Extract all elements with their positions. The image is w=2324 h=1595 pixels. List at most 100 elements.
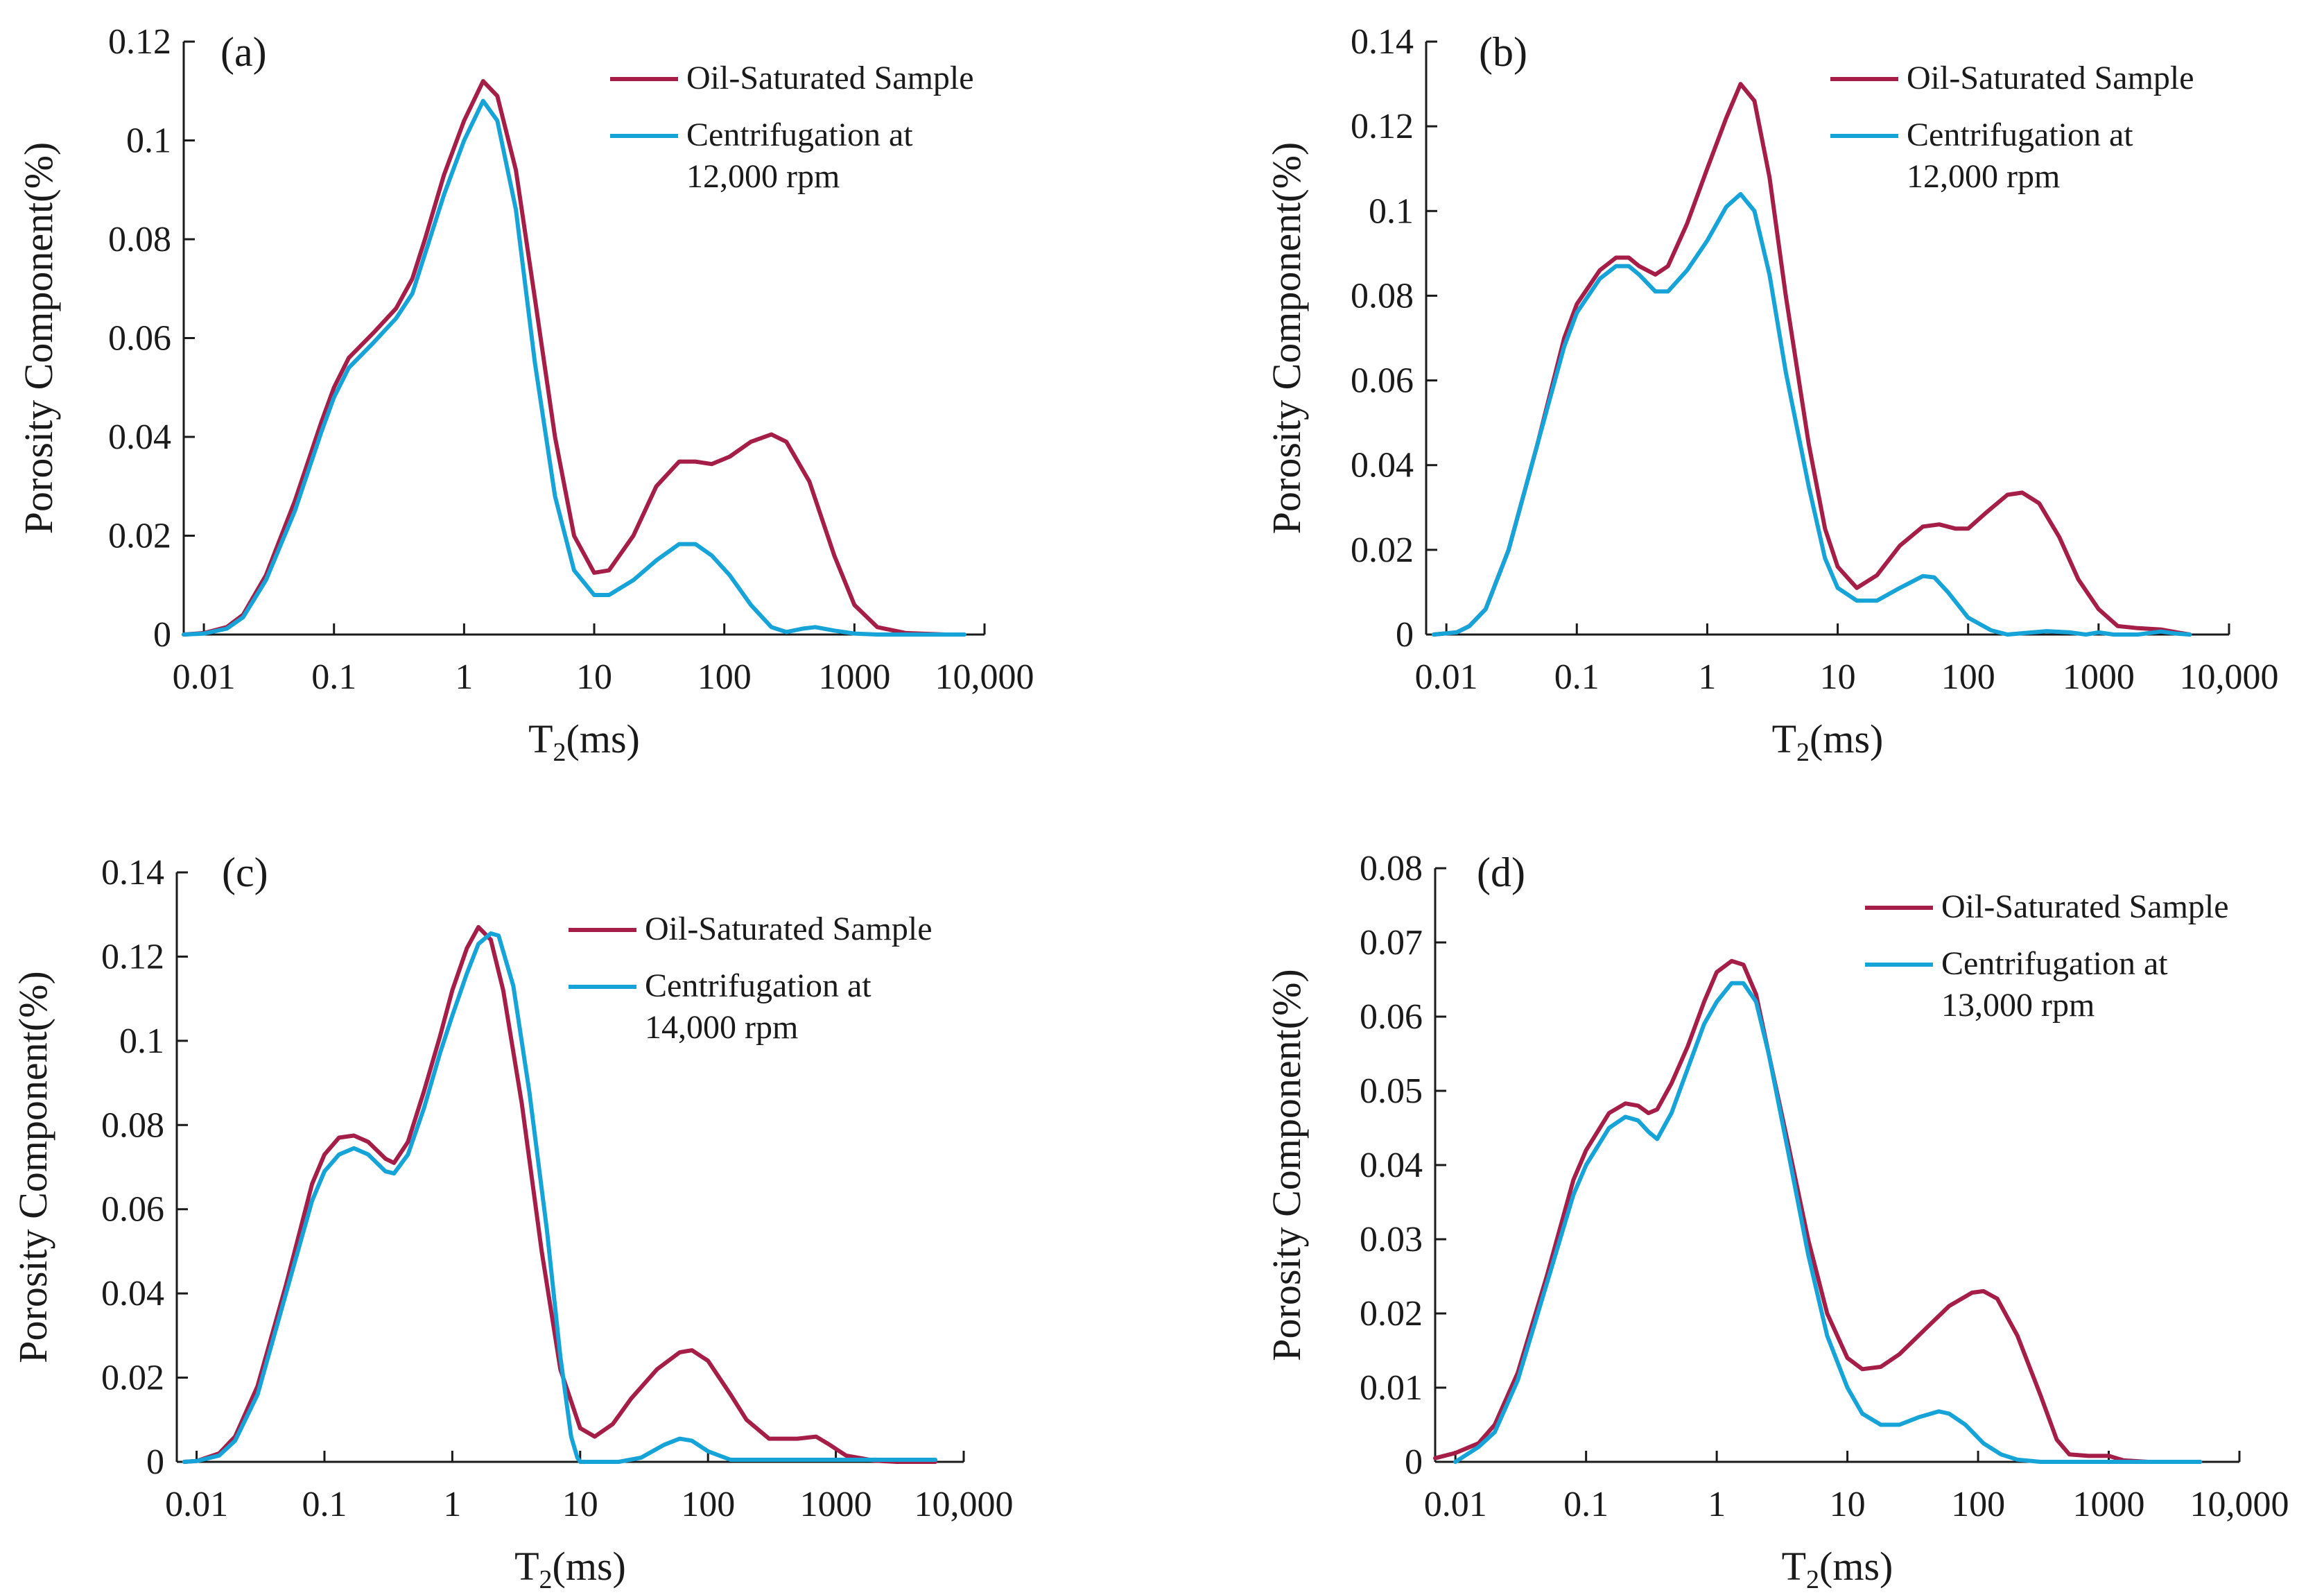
x-axis-label: T2(ms) [1782, 1544, 1893, 1594]
x-axis-label-subscript: 2 [1806, 1565, 1819, 1594]
y-tick-label: 0.08 [1360, 849, 1423, 888]
y-tick-label: 0.02 [101, 1359, 164, 1398]
y-tick-label: 0.06 [108, 319, 171, 359]
chart-panel-a: 0.01 0.1 1 10 100 1000 10,000 0 0.02 0.04 0.06 0.08… [16, 22, 1034, 767]
y-tick-label: 0.01 [1360, 1368, 1423, 1408]
legend-label: 12,000 rpm [686, 158, 840, 195]
y-tick-label: 0.1 [1369, 191, 1414, 231]
y-tick-label: 0 [1396, 615, 1414, 655]
y-tick-label: 0.06 [1351, 361, 1414, 401]
x-axis-label-main: T [1772, 716, 1796, 761]
x-tick-label: 1000 [2063, 657, 2135, 697]
x-tick-label: 1 [443, 1485, 461, 1524]
legend: Oil-Saturated Sample Centrifugation at 14,… [569, 911, 933, 1046]
y-axis-label: Porosity Component(%) [1264, 142, 1309, 534]
x-axis-label-subscript: 2 [1796, 738, 1810, 767]
legend-label: Centrifugation at [1941, 945, 2168, 982]
legend-label: 13,000 rpm [1941, 987, 2095, 1024]
y-tick-label: 0.02 [108, 517, 171, 556]
panel-label: (b) [1479, 29, 1527, 75]
y-tick-label: 0.1 [126, 121, 171, 161]
legend-label: Centrifugation at [686, 117, 913, 153]
chart-panel-b: 0.01 0.1 1 10 100 1000 10,000 0 0.02 0.04 0.06 0.08… [1264, 22, 2279, 767]
series-line-oil-saturated [184, 927, 935, 1462]
x-axis-label-units: (ms) [553, 1544, 626, 1589]
x-tick-label: 100 [1941, 657, 1995, 697]
y-tick-label: 0.02 [1351, 531, 1414, 570]
x-tick-label: 1 [1708, 1485, 1726, 1524]
x-tick-label: 0.1 [302, 1485, 347, 1524]
x-axis-label-main: T [1782, 1544, 1806, 1589]
x-tick-label: 100 [697, 657, 752, 697]
y-tick-label: 0.03 [1360, 1220, 1423, 1259]
y-tick-label: 0.08 [101, 1105, 164, 1145]
y-tick-label: 0.06 [101, 1190, 164, 1230]
y-tick-label: 0.1 [119, 1021, 164, 1061]
x-tick-label: 1 [1698, 657, 1716, 697]
panel-label: (c) [222, 850, 268, 895]
x-tick-label: 10,000 [935, 657, 1034, 697]
legend-label: Centrifugation at [645, 967, 872, 1004]
x-axis-label-subscript: 2 [539, 1565, 553, 1594]
y-tick-label: 0.07 [1360, 923, 1423, 963]
y-tick-label: 0.12 [108, 22, 171, 62]
x-tick-label: 100 [1951, 1485, 2005, 1524]
x-axis-label: T2(ms) [514, 1544, 626, 1594]
x-tick-label: 0.01 [1415, 657, 1478, 697]
y-tick-label: 0.04 [1351, 446, 1414, 485]
x-tick-label: 10,000 [2180, 657, 2279, 697]
chart-panel-c: 0.01 0.1 1 10 100 1000 10,000 0 0.02 0.04 0.06 0.08… [10, 850, 1014, 1594]
legend-label: Centrifugation at [1907, 117, 2133, 153]
series-line-centrifugation [1434, 194, 2190, 635]
x-tick-label: 10 [562, 1485, 598, 1524]
y-tick-label: 0.04 [108, 417, 171, 457]
x-axis-label-units: (ms) [1810, 716, 1883, 761]
y-tick-label: 0.02 [1360, 1294, 1423, 1334]
y-tick-label: 0.04 [1360, 1146, 1423, 1185]
y-axis-label: Porosity Component(%) [10, 971, 55, 1363]
legend: Oil-Saturated Sample Centrifugation at 12,… [610, 60, 974, 195]
x-tick-label: 1 [455, 657, 473, 697]
x-axis-label-main: T [514, 1544, 539, 1589]
x-tick-label: 0.1 [1563, 1485, 1608, 1524]
series-line-centrifugation [184, 933, 935, 1462]
x-tick-label: 100 [681, 1485, 735, 1524]
panel-label: (a) [220, 29, 267, 75]
y-tick-label: 0.08 [1351, 276, 1414, 316]
y-axis-label: Porosity Component(%) [16, 142, 61, 534]
y-tick-label: 0.04 [101, 1274, 164, 1313]
series-line-oil-saturated [184, 81, 964, 635]
series-line-centrifugation [1455, 983, 2200, 1462]
legend-label: 12,000 rpm [1907, 158, 2060, 195]
y-tick-label: 0 [146, 1442, 164, 1482]
x-tick-label: 1000 [800, 1485, 872, 1524]
x-tick-label: 0.1 [311, 657, 356, 697]
legend-label: Oil-Saturated Sample [686, 60, 974, 96]
x-tick-label: 10 [1830, 1485, 1866, 1524]
x-axis-label-units: (ms) [1819, 1544, 1893, 1589]
legend-label: Oil-Saturated Sample [1907, 60, 2194, 96]
x-tick-label: 0.01 [173, 657, 236, 697]
y-tick-label: 0.14 [1351, 22, 1414, 62]
panel-label: (d) [1477, 850, 1525, 895]
x-tick-label: 10,000 [2190, 1485, 2289, 1524]
figure: 0.01 0.1 1 10 100 1000 10,00000.020.040.060.08… [0, 0, 2324, 1595]
legend: Oil-Saturated Sample Centrifugation at 12,… [1830, 60, 2194, 195]
y-tick-label: 0.12 [1351, 107, 1414, 146]
y-tick-label: 0.06 [1360, 997, 1423, 1037]
series-line-oil-saturated [1435, 961, 2200, 1462]
x-axis-label-units: (ms) [566, 716, 640, 761]
y-tick-label: 0.05 [1360, 1071, 1423, 1111]
legend-label: 14,000 rpm [645, 1009, 798, 1046]
x-tick-label: 10,000 [914, 1485, 1014, 1524]
x-tick-label: 0.1 [1554, 657, 1599, 697]
x-axis-label: T2(ms) [528, 716, 640, 767]
x-axis-label-subscript: 2 [553, 738, 566, 767]
y-tick-label: 0.08 [108, 220, 171, 259]
x-axis-label-main: T [528, 716, 553, 761]
y-tick-label: 0.14 [101, 853, 164, 893]
x-tick-label: 10 [1820, 657, 1856, 697]
x-tick-label: 10 [576, 657, 612, 697]
x-tick-label: 0.01 [1424, 1485, 1487, 1524]
y-tick-label: 0.12 [101, 937, 164, 976]
